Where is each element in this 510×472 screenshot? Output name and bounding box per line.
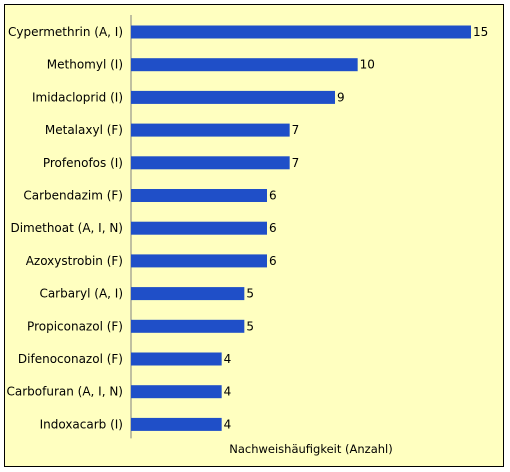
bars-layer: Cypermethrin (A, I) 15 Methomyl (I) 10 Imida… bbox=[6, 25, 488, 431]
category-label: Methomyl (I) bbox=[47, 58, 123, 72]
category-label: Carbaryl (A, I) bbox=[39, 287, 123, 301]
data-label: 10 bbox=[360, 58, 375, 72]
category-label: Metalaxyl (F) bbox=[45, 123, 123, 137]
data-label: 6 bbox=[269, 254, 277, 268]
bar bbox=[131, 385, 222, 399]
bar bbox=[131, 221, 267, 235]
data-label: 5 bbox=[246, 319, 254, 333]
bar-chart: Cypermethrin (A, I) 15 Methomyl (I) 10 Imida… bbox=[6, 15, 488, 456]
category-label: Profenofos (I) bbox=[43, 156, 123, 170]
category-label: Azoxystrobin (F) bbox=[26, 254, 123, 268]
data-label: 5 bbox=[246, 287, 254, 301]
category-label: Indoxacarb (I) bbox=[40, 417, 123, 431]
chart-frame: Cypermethrin (A, I) 15 Methomyl (I) 10 Imida… bbox=[4, 4, 504, 467]
bar bbox=[131, 319, 245, 333]
bar bbox=[131, 25, 471, 39]
category-label: Difenoconazol (F) bbox=[18, 352, 123, 366]
category-label: Cypermethrin (A, I) bbox=[8, 25, 123, 39]
category-label: Carbendazim (F) bbox=[23, 189, 123, 203]
bar bbox=[131, 58, 358, 72]
bar bbox=[131, 156, 290, 170]
category-label: Carbofuran (A, I, N) bbox=[6, 385, 123, 399]
data-label: 7 bbox=[292, 123, 300, 137]
data-label: 15 bbox=[473, 25, 488, 39]
category-label: Imidacloprid (I) bbox=[32, 90, 123, 104]
category-label: Dimethoat (A, I, N) bbox=[10, 221, 123, 235]
bar bbox=[131, 287, 245, 301]
bar bbox=[131, 417, 222, 431]
data-label: 4 bbox=[224, 417, 232, 431]
data-label: 4 bbox=[224, 385, 232, 399]
data-label: 6 bbox=[269, 189, 277, 203]
category-label: Propiconazol (F) bbox=[27, 319, 123, 333]
bar bbox=[131, 90, 335, 104]
data-label: 7 bbox=[292, 156, 300, 170]
bar bbox=[131, 352, 222, 366]
x-axis-title: Nachweishäufigkeit (Anzahl) bbox=[229, 442, 392, 456]
bar bbox=[131, 189, 267, 202]
data-label: 4 bbox=[224, 352, 232, 366]
data-label: 6 bbox=[269, 221, 277, 235]
bar bbox=[131, 123, 290, 137]
bar bbox=[131, 254, 267, 268]
data-label: 9 bbox=[337, 90, 345, 104]
